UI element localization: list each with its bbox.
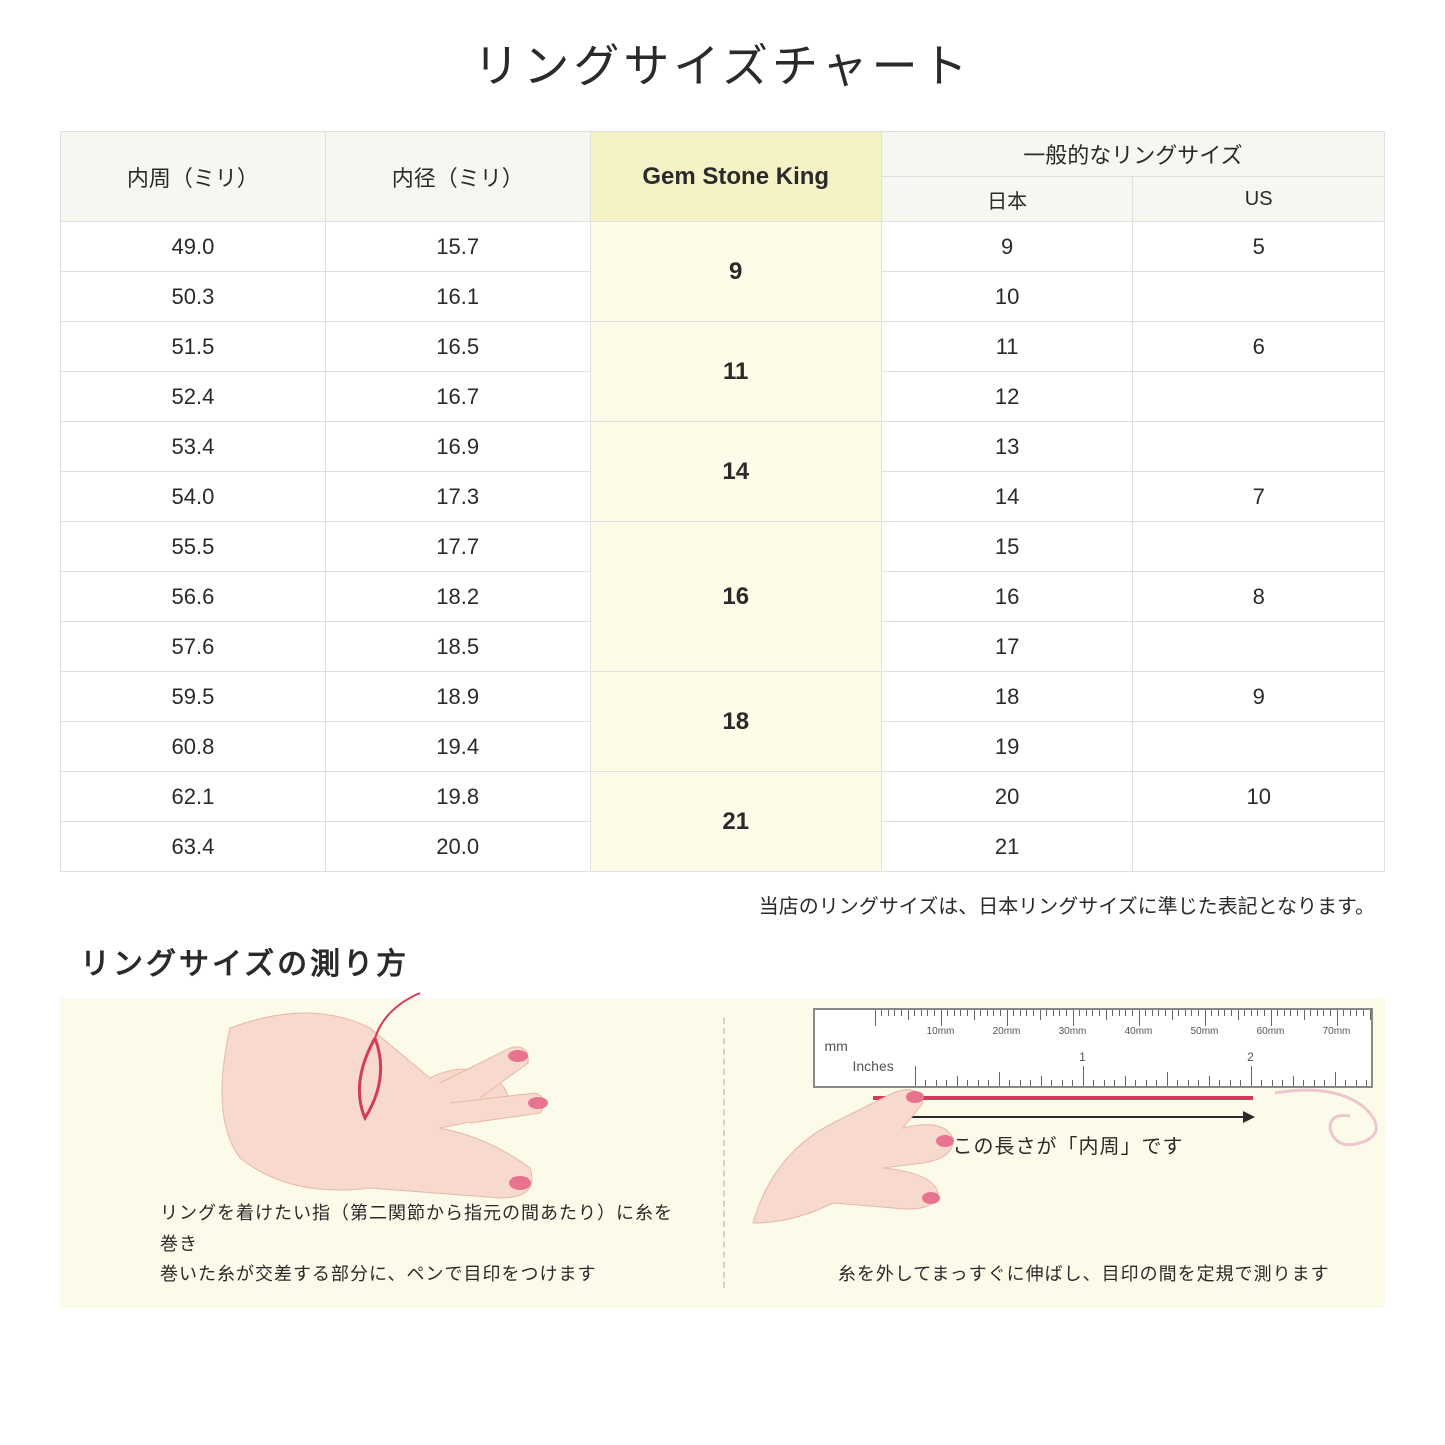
ruler-mm-mark: 40mm	[1125, 1026, 1153, 1037]
cell-japan-size: 13	[881, 422, 1133, 472]
cell-diameter: 16.9	[325, 422, 590, 472]
measurement-arrow-label: この長さが「内周」です	[953, 1130, 1184, 1159]
cell-gsk-size: 16	[590, 522, 881, 672]
cell-gsk-size: 21	[590, 772, 881, 872]
cell-japan-size: 10	[881, 272, 1133, 322]
cell-us-size	[1133, 522, 1385, 572]
cell-japan-size: 14	[881, 472, 1133, 522]
ruler-mm-mark: 70mm	[1323, 1026, 1351, 1037]
page-title: リングサイズチャート	[60, 30, 1385, 96]
table-row: 55.517.71615	[61, 522, 1385, 572]
footnote: 当店のリングサイズは、日本リングサイズに準じた表記となります。	[60, 890, 1385, 919]
header-circumference: 内周（ミリ）	[61, 132, 326, 222]
cell-us-size: 8	[1133, 572, 1385, 622]
cell-gsk-size: 11	[590, 322, 881, 422]
cell-circumference: 59.5	[61, 672, 326, 722]
header-us: US	[1133, 177, 1385, 222]
cell-diameter: 17.3	[325, 472, 590, 522]
cell-circumference: 62.1	[61, 772, 326, 822]
cell-us-size	[1133, 622, 1385, 672]
thread-swirl	[1275, 1078, 1395, 1158]
cell-diameter: 15.7	[325, 222, 590, 272]
table-row: 53.416.91413	[61, 422, 1385, 472]
ruler-mm-mark: 50mm	[1191, 1026, 1219, 1037]
cell-us-size: 5	[1133, 222, 1385, 272]
cell-diameter: 16.1	[325, 272, 590, 322]
cell-us-size	[1133, 422, 1385, 472]
cell-diameter: 16.5	[325, 322, 590, 372]
cell-japan-size: 21	[881, 822, 1133, 872]
cell-diameter: 19.4	[325, 722, 590, 772]
cell-circumference: 63.4	[61, 822, 326, 872]
cell-us-size: 10	[1133, 772, 1385, 822]
cell-us-size: 7	[1133, 472, 1385, 522]
cell-us-size: 9	[1133, 672, 1385, 722]
instructions-panel: リングを着けたい指（第二関節から指元の間あたり）に糸を巻き 巻いた糸が交差する部…	[60, 998, 1385, 1308]
ruler-inch-mark: 2	[1247, 1050, 1254, 1064]
table-row: 59.518.918189	[61, 672, 1385, 722]
cell-gsk-size: 14	[590, 422, 881, 522]
cell-circumference: 60.8	[61, 722, 326, 772]
cell-diameter: 18.2	[325, 572, 590, 622]
ruler-mm-mark: 60mm	[1257, 1026, 1285, 1037]
header-gsk: Gem Stone King	[590, 132, 881, 222]
cell-diameter: 19.8	[325, 772, 590, 822]
cell-circumference: 55.5	[61, 522, 326, 572]
step1-caption: リングを着けたい指（第二関節から指元の間あたり）に糸を巻き 巻いた糸が交差する部…	[160, 1198, 683, 1290]
header-general-group: 一般的なリングサイズ	[881, 132, 1384, 177]
header-diameter: 内径（ミリ）	[325, 132, 590, 222]
instruction-step-2: mm Inches 10mm20mm30mm40mm50mm60mm70mm12…	[723, 998, 1386, 1308]
ruler-mm-label: mm	[825, 1038, 848, 1054]
step1-line1: リングを着けたい指（第二関節から指元の間あたり）に糸を巻き	[160, 1198, 683, 1259]
cell-gsk-size: 18	[590, 672, 881, 772]
cell-japan-size: 19	[881, 722, 1133, 772]
cell-circumference: 49.0	[61, 222, 326, 272]
ruler-inch-mark: 1	[1079, 1050, 1086, 1064]
cell-japan-size: 9	[881, 222, 1133, 272]
cell-circumference: 56.6	[61, 572, 326, 622]
cell-japan-size: 12	[881, 372, 1133, 422]
cell-japan-size: 15	[881, 522, 1133, 572]
cell-circumference: 51.5	[61, 322, 326, 372]
cell-us-size: 6	[1133, 322, 1385, 372]
cell-us-size	[1133, 722, 1385, 772]
hand-hold-illustration	[743, 1063, 963, 1233]
cell-circumference: 52.4	[61, 372, 326, 422]
step1-line2: 巻いた糸が交差する部分に、ペンで目印をつけます	[160, 1259, 683, 1290]
cell-circumference: 53.4	[61, 422, 326, 472]
cell-japan-size: 18	[881, 672, 1133, 722]
table-row: 49.015.7995	[61, 222, 1385, 272]
cell-diameter: 18.9	[325, 672, 590, 722]
instruction-step-1: リングを着けたい指（第二関節から指元の間あたり）に糸を巻き 巻いた糸が交差する部…	[60, 998, 723, 1308]
header-japan: 日本	[881, 177, 1133, 222]
cell-us-size	[1133, 372, 1385, 422]
cell-circumference: 50.3	[61, 272, 326, 322]
table-row: 51.516.511116	[61, 322, 1385, 372]
ruler-mm-mark: 30mm	[1059, 1026, 1087, 1037]
ruler-mm-mark: 20mm	[993, 1026, 1021, 1037]
ruler-mm-mark: 10mm	[927, 1026, 955, 1037]
hand-wrap-illustration	[190, 988, 550, 1228]
cell-diameter: 18.5	[325, 622, 590, 672]
cell-circumference: 57.6	[61, 622, 326, 672]
cell-japan-size: 16	[881, 572, 1133, 622]
cell-us-size	[1133, 822, 1385, 872]
cell-diameter: 20.0	[325, 822, 590, 872]
step2-caption: 糸を外してまっすぐに伸ばし、目印の間を定規で測ります	[823, 1259, 1346, 1290]
cell-japan-size: 17	[881, 622, 1133, 672]
cell-gsk-size: 9	[590, 222, 881, 322]
table-row: 62.119.8212010	[61, 772, 1385, 822]
cell-japan-size: 20	[881, 772, 1133, 822]
cell-japan-size: 11	[881, 322, 1133, 372]
cell-diameter: 17.7	[325, 522, 590, 572]
cell-circumference: 54.0	[61, 472, 326, 522]
measure-title: リングサイズの測り方	[80, 939, 1385, 983]
size-chart-table: 内周（ミリ） 内径（ミリ） Gem Stone King 一般的なリングサイズ …	[60, 131, 1385, 872]
cell-diameter: 16.7	[325, 372, 590, 422]
cell-us-size	[1133, 272, 1385, 322]
